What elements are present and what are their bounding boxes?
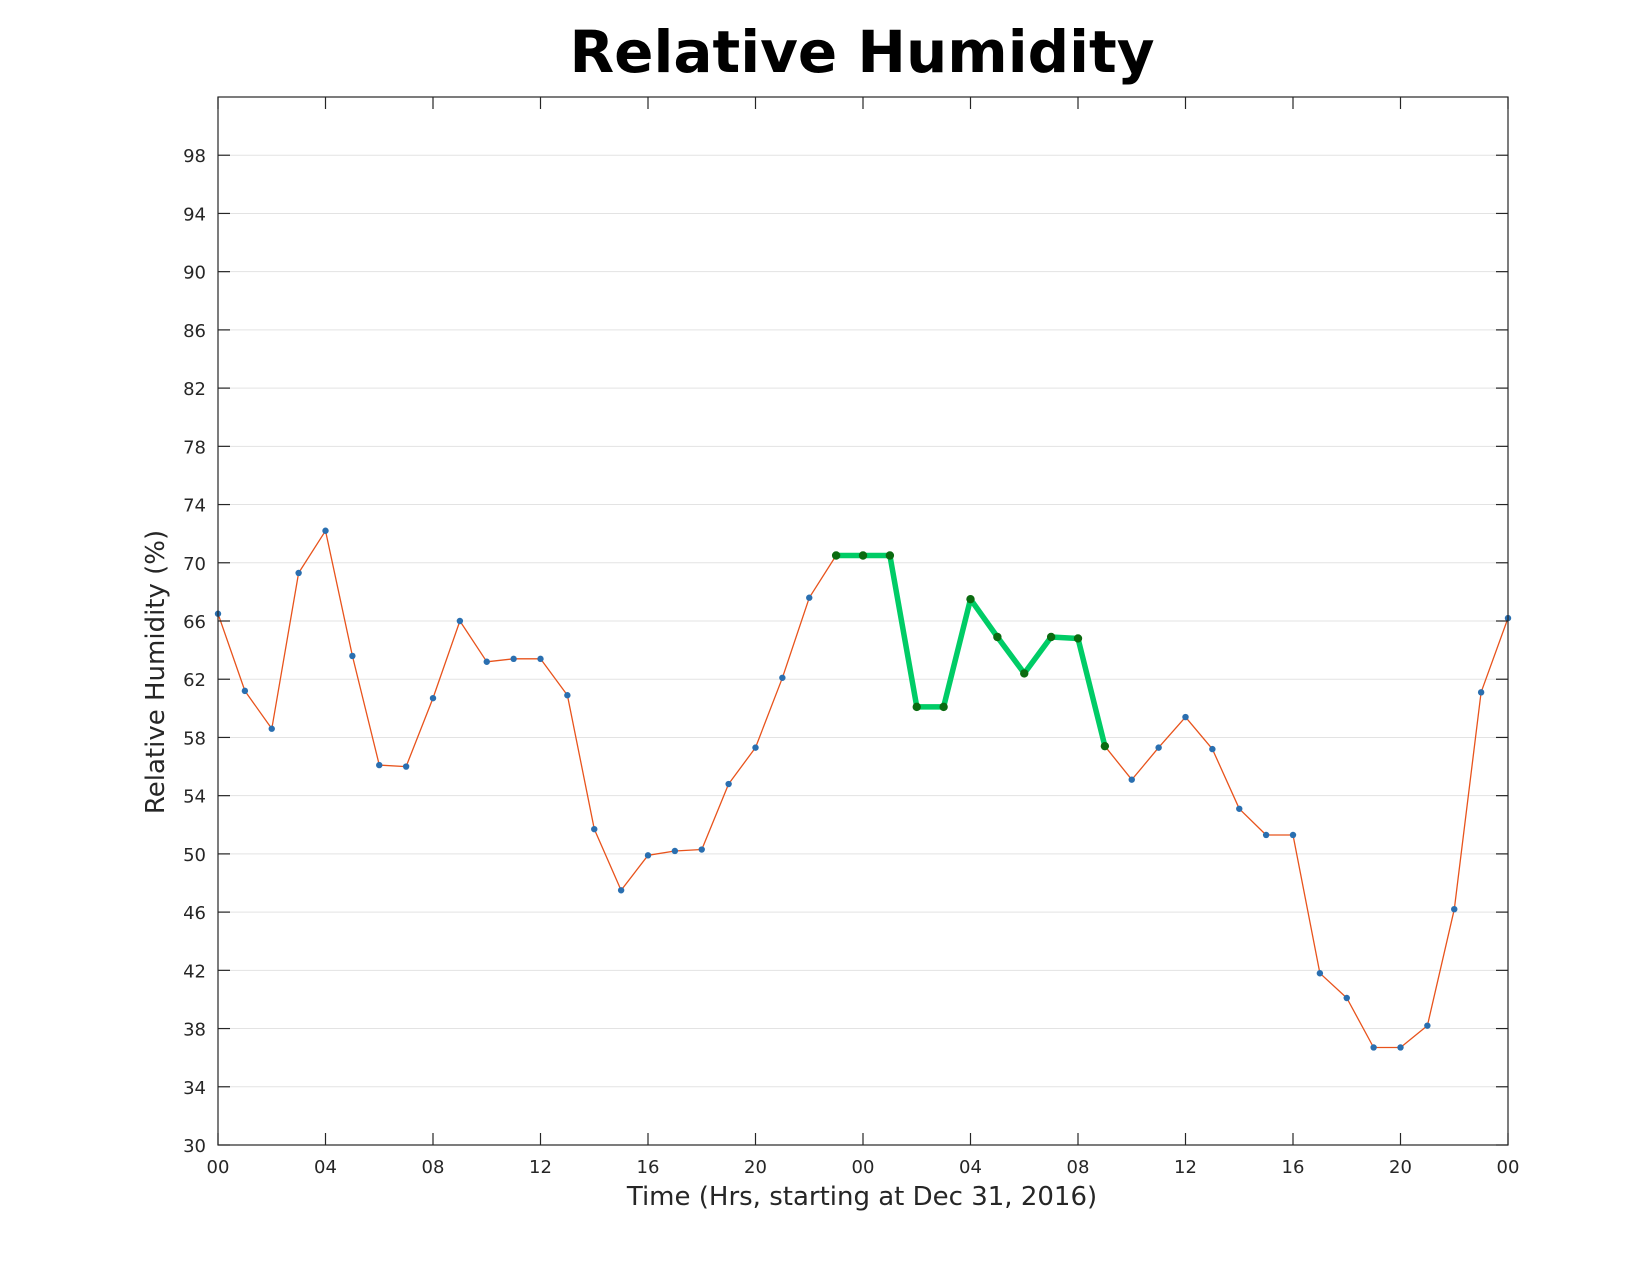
data-point — [483, 658, 490, 665]
grid-lines — [218, 154, 1508, 1146]
highlight-data-point — [858, 551, 868, 560]
data-point — [241, 687, 249, 695]
data-point — [295, 569, 302, 577]
data-point — [564, 692, 571, 699]
data-point — [1343, 994, 1350, 1002]
y-tick-label: 58 — [183, 728, 206, 749]
tick-labels: 30 34 38 42 46 50 54 58 62 66 70 74 78 82 86 90 94 98 00 04… — [183, 146, 1519, 1178]
x-tick-label: 04 — [959, 1157, 982, 1178]
y-tick-label: 46 — [183, 903, 206, 924]
data-point — [806, 594, 813, 601]
y-tick-label: 86 — [183, 321, 206, 342]
y-tick-label: 62 — [183, 670, 206, 691]
x-tick-label: 04 — [314, 1157, 337, 1178]
data-point — [1262, 831, 1270, 839]
data-point — [1236, 805, 1243, 812]
data-point — [591, 825, 598, 833]
x-axis-label: Time (Hrs, starting at Dec 31, 2016) — [626, 1182, 1097, 1212]
x-tick-label: 12 — [529, 1157, 552, 1178]
highlight-data-point — [885, 551, 895, 560]
data-point — [456, 617, 464, 625]
x-tick-label: 16 — [1282, 1157, 1305, 1178]
highlight-data-point — [966, 594, 975, 604]
x-tick-label: 08 — [422, 1157, 445, 1178]
y-tick-label: 78 — [183, 437, 206, 458]
y-tick-label: 82 — [183, 379, 206, 400]
data-point — [1289, 831, 1297, 839]
data-point — [1424, 1022, 1431, 1029]
x-tick-label: 12 — [1174, 1157, 1197, 1178]
data-point — [725, 780, 732, 788]
data-point — [671, 847, 679, 855]
y-tick-label: 98 — [183, 146, 206, 167]
x-tick-label: 00 — [852, 1157, 875, 1178]
data-point — [1128, 776, 1135, 783]
y-tick-label: 90 — [183, 263, 206, 284]
data-point — [617, 887, 625, 894]
highlight-data-point — [912, 702, 921, 712]
y-tick-label: 70 — [183, 554, 206, 575]
data-point — [1397, 1044, 1404, 1051]
data-series — [214, 527, 1512, 1051]
y-tick-label: 42 — [183, 961, 206, 982]
y-tick-label: 34 — [183, 1078, 206, 1099]
data-point — [779, 674, 786, 681]
data-point — [644, 852, 652, 859]
x-tick-label: 16 — [637, 1157, 660, 1178]
data-point — [1155, 744, 1162, 751]
data-point — [1182, 713, 1189, 721]
x-tick-label: 20 — [1389, 1157, 1412, 1178]
y-tick-label: 30 — [183, 1136, 206, 1157]
y-tick-label: 50 — [183, 845, 206, 866]
data-point — [1477, 689, 1485, 696]
data-point — [1316, 970, 1324, 977]
x-tick-label: 00 — [1497, 1157, 1520, 1178]
highlight-data-point — [1100, 741, 1110, 751]
data-point — [510, 655, 517, 663]
axis-ticks — [217, 97, 1509, 1146]
highlight-data-point — [831, 551, 841, 560]
highlight-data-point — [939, 702, 948, 712]
y-tick-label: 74 — [183, 496, 206, 517]
x-tick-label: 20 — [744, 1157, 767, 1178]
data-point — [268, 725, 275, 732]
data-point — [349, 652, 356, 660]
data-point — [698, 846, 705, 853]
data-point — [402, 763, 410, 770]
y-tick-label: 38 — [183, 1020, 206, 1041]
data-point — [1451, 906, 1458, 913]
highlight-data-point — [1046, 632, 1056, 642]
data-point — [429, 694, 437, 702]
chart-title: Relative Humidity — [569, 18, 1154, 86]
y-tick-label: 54 — [183, 787, 206, 808]
data-point — [537, 655, 544, 663]
data-point — [376, 761, 383, 769]
data-point — [1370, 1044, 1377, 1051]
data-point — [1209, 745, 1216, 753]
y-tick-label: 94 — [183, 204, 206, 225]
data-point — [322, 527, 329, 534]
data-point — [752, 744, 759, 751]
x-tick-label: 00 — [207, 1157, 230, 1178]
y-tick-label: 66 — [183, 612, 206, 633]
y-axis-label: Relative Humidity (%) — [141, 530, 171, 814]
highlight-data-point — [1020, 669, 1029, 678]
highlight-data-point — [993, 632, 1002, 642]
x-tick-label: 08 — [1067, 1157, 1090, 1178]
highlight-data-point — [1073, 634, 1083, 643]
